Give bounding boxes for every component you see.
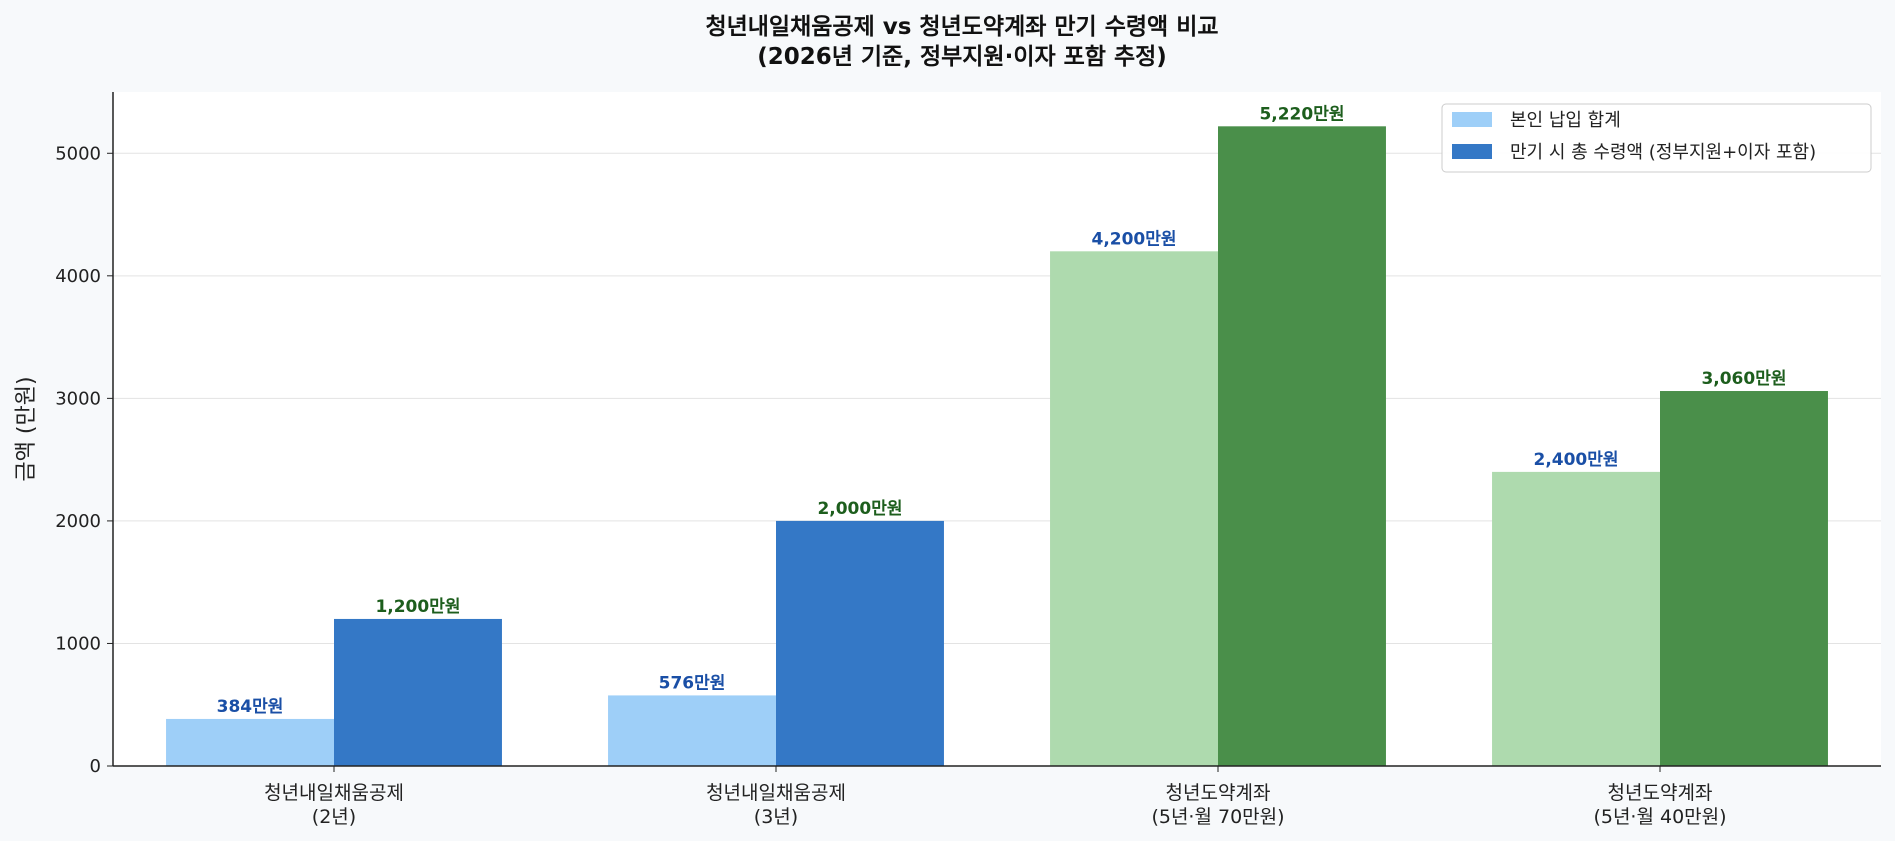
y-tick-label: 4000 xyxy=(55,266,101,287)
data-label-total-received: 3,060만원 xyxy=(1701,369,1786,389)
y-axis-label: 금액 (만원) xyxy=(14,376,39,481)
x-category-label: 청년내일채움공제 xyxy=(706,782,846,804)
y-tick-label: 3000 xyxy=(55,388,101,409)
bar-own-payment xyxy=(608,695,776,766)
legend-swatch-own-payment xyxy=(1452,112,1492,127)
y-tick-label: 1000 xyxy=(55,633,101,654)
bar-total-received xyxy=(334,618,502,766)
chart-subtitle: (2026년 기준, 정부지원·이자 포함 추정) xyxy=(757,44,1167,70)
x-category-label: 청년내일채움공제 xyxy=(264,782,404,804)
data-label-total-received: 5,220만원 xyxy=(1259,104,1344,124)
x-category-label: 청년도약계좌 xyxy=(1166,782,1271,804)
tick-layer: 0 1000 2000 3000 4000 5000 xyxy=(55,143,1661,777)
legend-label-total-received: 만기 시 총 수령액 (정부지원+이자 포함) xyxy=(1510,142,1816,163)
y-tick-label: 2000 xyxy=(55,511,101,532)
chart-title: 청년내일채움공제 vs 청년도약계좌 만기 수령액 비교 xyxy=(705,14,1218,40)
bar-total-received xyxy=(1218,126,1386,766)
legend-swatch-total-received xyxy=(1452,144,1492,159)
bar-layer xyxy=(166,126,1828,767)
data-label-total-received: 1,200만원 xyxy=(375,597,460,617)
bar-own-payment xyxy=(1492,471,1660,766)
x-category-label: (2년) xyxy=(312,806,356,828)
x-category-label: (5년·월 70만원) xyxy=(1151,806,1284,828)
y-tick-label: 5000 xyxy=(55,143,101,164)
data-label-own-payment: 576만원 xyxy=(659,673,726,693)
data-label-own-payment: 384만원 xyxy=(217,697,284,717)
bar-own-payment xyxy=(166,718,334,766)
data-label-own-payment: 4,200만원 xyxy=(1091,229,1176,249)
bar-own-payment xyxy=(1050,251,1218,767)
legend: 본인 납입 합계 만기 시 총 수령액 (정부지원+이자 포함) xyxy=(1441,103,1872,173)
x-category-label: (3년) xyxy=(754,806,798,828)
axis-layer xyxy=(112,92,1881,767)
x-category-label: (5년·월 40만원) xyxy=(1593,806,1726,828)
bar-total-received xyxy=(776,520,944,766)
data-label-total-received: 2,000만원 xyxy=(817,499,902,519)
bar-total-received xyxy=(1660,391,1828,766)
legend-label-own-payment: 본인 납입 합계 xyxy=(1510,110,1621,131)
category-label-layer: 청년내일채움공제(2년)청년내일채움공제(3년)청년도약계좌(5년·월 70만원… xyxy=(264,782,1726,828)
data-label-layer: 384만원 1,200만원 576만원 2,000만원 4,200만원 5,220만원 2,… xyxy=(217,104,1787,717)
data-label-own-payment: 2,400만원 xyxy=(1533,450,1618,470)
legend-box xyxy=(1441,103,1872,173)
y-tick-label: 0 xyxy=(90,756,101,777)
x-category-label: 청년도약계좌 xyxy=(1608,782,1713,804)
